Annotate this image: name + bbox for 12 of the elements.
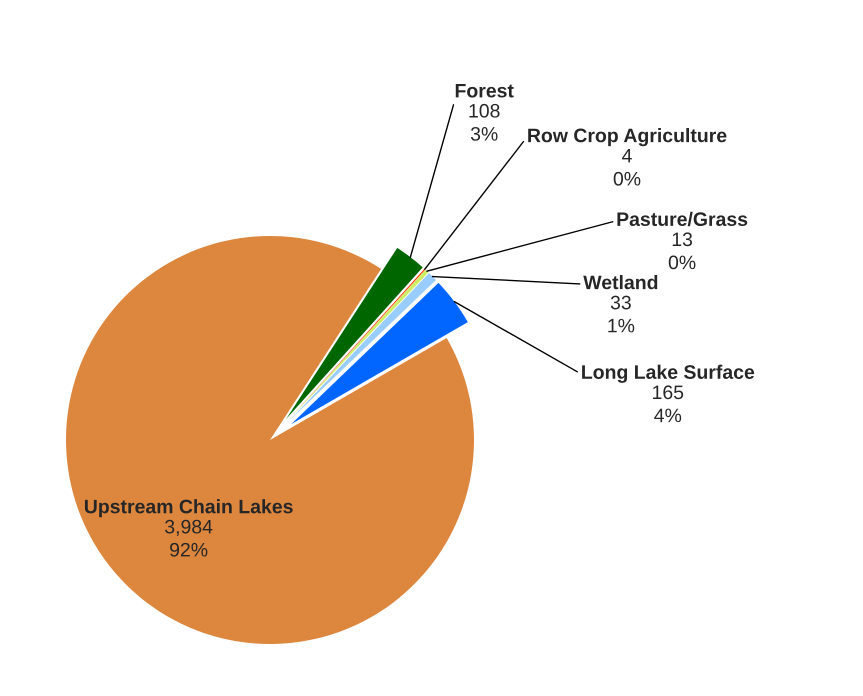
data-label: 108 3%: [469, 104, 500, 141]
data-label: 4 0%: [614, 148, 640, 186]
slice-label: Upstream Chain Lakes: [84, 499, 293, 518]
data-label: 13 0%: [668, 232, 696, 270]
slice-label: Pasture/Grass: [617, 212, 748, 226]
data-label: 165 4%: [653, 385, 684, 422]
slice-label: Long Lake Surface: [582, 364, 754, 383]
slice-label: Wetland: [583, 274, 658, 290]
data-label: 3,984 92%: [165, 520, 212, 557]
data-label: 33 1%: [608, 296, 634, 332]
slice-label: Row Crop Agriculture: [528, 128, 726, 146]
slice-label: Forest: [456, 84, 514, 98]
